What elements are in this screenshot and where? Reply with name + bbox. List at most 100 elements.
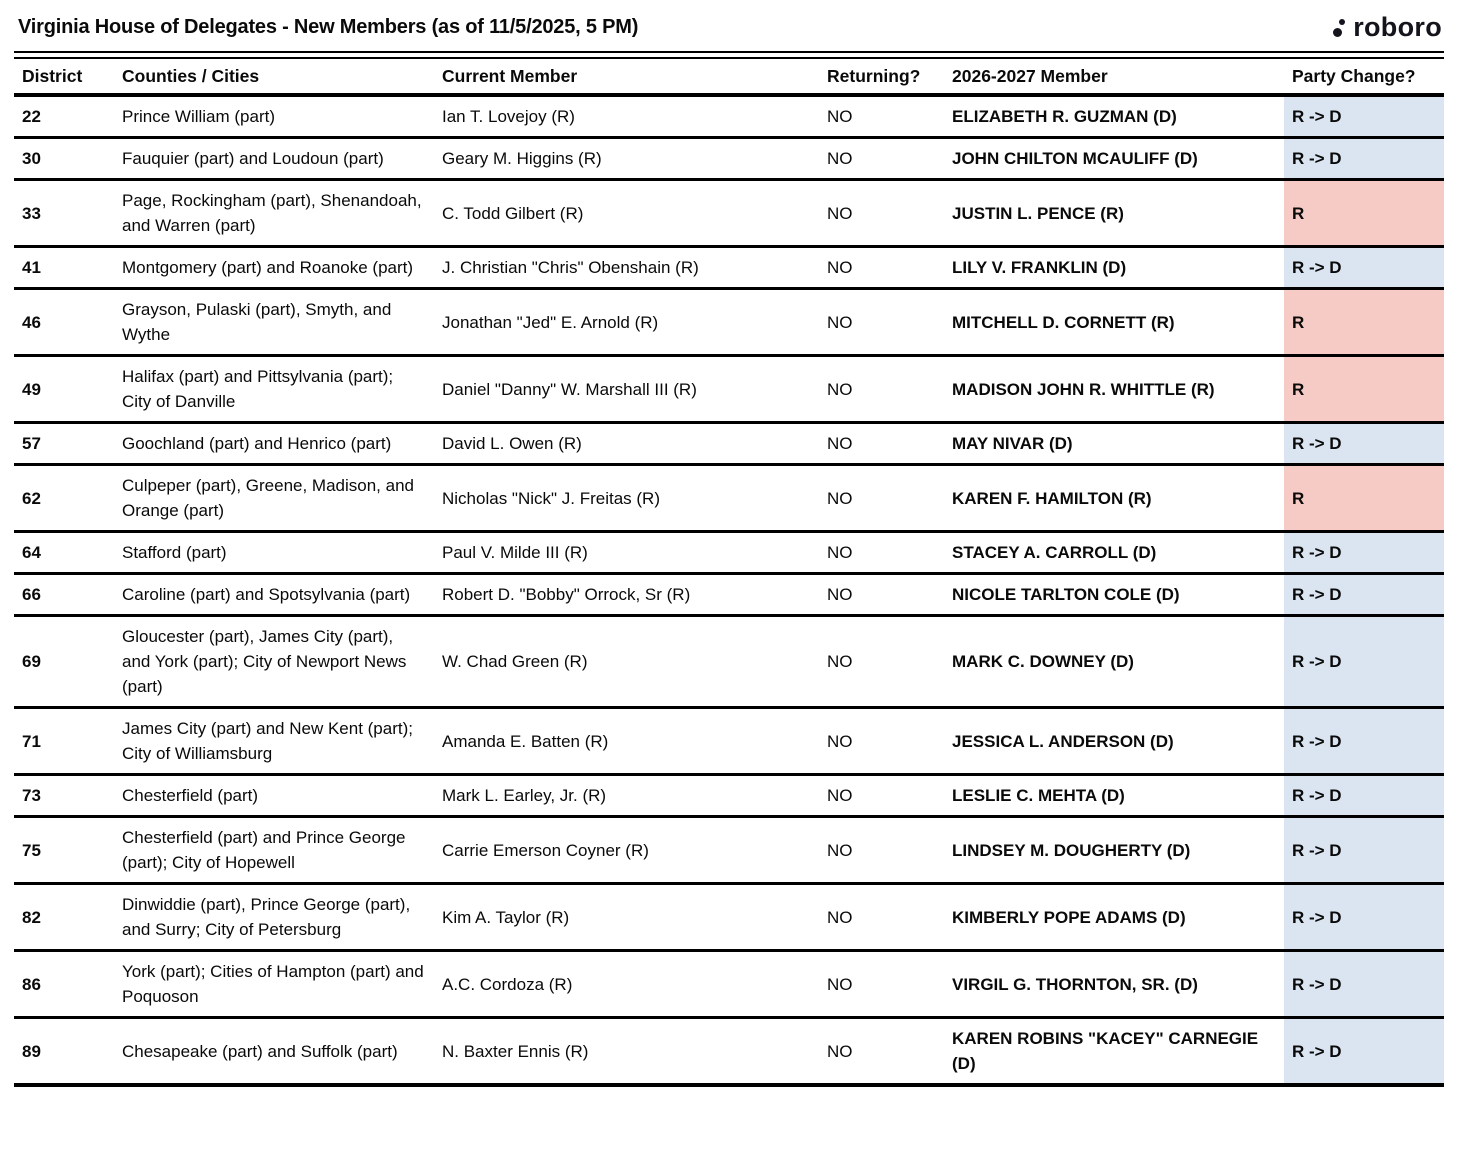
counties-cell: Caroline (part) and Spotsylvania (part) bbox=[122, 585, 411, 604]
col-header-current-member: Current Member bbox=[434, 59, 819, 97]
table-row: 75 Chesterfield (part) and Prince George… bbox=[14, 816, 1444, 884]
table-row: 62 Culpeper (part), Greene, Madison, and… bbox=[14, 464, 1444, 532]
party-change-cell: R -> D bbox=[1284, 531, 1444, 574]
members-table: District Counties / Cities Current Membe… bbox=[14, 59, 1444, 1087]
district-cell: 62 bbox=[22, 488, 41, 508]
returning-cell: NO bbox=[827, 379, 853, 399]
logo-dot-small bbox=[1339, 18, 1346, 25]
table-row: 22 Prince William (part) Ian T. Lovejoy … bbox=[14, 95, 1444, 138]
district-cell: 41 bbox=[22, 258, 41, 277]
returning-cell: NO bbox=[827, 585, 853, 604]
table-row: 57 Goochland (part) and Henrico (part) D… bbox=[14, 422, 1444, 465]
table-row: 66 Caroline (part) and Spotsylvania (par… bbox=[14, 573, 1444, 616]
returning-cell: NO bbox=[827, 974, 853, 994]
current-member-cell: David L. Owen (R) bbox=[442, 434, 582, 453]
current-member-cell: J. Christian "Chris" Obenshain (R) bbox=[442, 258, 699, 277]
new-member-cell: MAY NIVAR (D) bbox=[952, 434, 1073, 453]
returning-cell: NO bbox=[827, 258, 853, 277]
district-cell: 73 bbox=[22, 786, 41, 805]
current-member-cell: Carrie Emerson Coyner (R) bbox=[442, 840, 649, 860]
table-row: 86 York (part); Cities of Hampton (part)… bbox=[14, 950, 1444, 1018]
party-change-cell: R bbox=[1284, 464, 1444, 532]
current-member-cell: Amanda E. Batten (R) bbox=[442, 731, 609, 751]
returning-cell: NO bbox=[827, 434, 853, 453]
new-member-cell: KAREN F. HAMILTON (R) bbox=[952, 488, 1152, 508]
new-member-cell: LINDSEY M. DOUGHERTY (D) bbox=[952, 840, 1191, 860]
party-change-cell: R -> D bbox=[1284, 883, 1444, 951]
district-cell: 46 bbox=[22, 312, 41, 332]
counties-cell: Chesterfield (part) and Prince George (p… bbox=[122, 828, 406, 872]
table-row: 33 Page, Rockingham (part), Shenandoah, … bbox=[14, 179, 1444, 247]
counties-cell: Halifax (part) and Pittsylvania (part); … bbox=[122, 367, 394, 411]
counties-cell: Chesapeake (part) and Suffolk (part) bbox=[122, 1041, 398, 1061]
district-cell: 69 bbox=[22, 652, 41, 671]
party-change-cell: R -> D bbox=[1284, 774, 1444, 817]
logo-text: roboro bbox=[1353, 12, 1442, 42]
new-member-cell: STACEY A. CARROLL (D) bbox=[952, 543, 1157, 562]
district-cell: 86 bbox=[22, 974, 41, 994]
table-row: 30 Fauquier (part) and Loudoun (part) Ge… bbox=[14, 137, 1444, 180]
returning-cell: NO bbox=[827, 312, 853, 332]
counties-cell: Grayson, Pulaski (part), Smyth, and Wyth… bbox=[122, 300, 392, 344]
col-header-new-member: 2026-2027 Member bbox=[944, 59, 1284, 97]
returning-cell: NO bbox=[827, 107, 853, 126]
new-member-cell: LESLIE C. MEHTA (D) bbox=[952, 786, 1125, 805]
table-row: 69 Gloucester (part), James City (part),… bbox=[14, 615, 1444, 708]
party-change-cell: R -> D bbox=[1284, 1017, 1444, 1085]
party-change-cell: R -> D bbox=[1284, 137, 1444, 180]
page-title: Virginia House of Delegates - New Member… bbox=[18, 16, 639, 38]
current-member-cell: Ian T. Lovejoy (R) bbox=[442, 107, 575, 126]
roboro-logo-icon bbox=[1332, 15, 1346, 41]
returning-cell: NO bbox=[827, 488, 853, 508]
logo-dot-big bbox=[1333, 27, 1343, 37]
new-member-cell: MITCHELL D. CORNETT (R) bbox=[952, 312, 1175, 332]
col-header-party-change: Party Change? bbox=[1284, 59, 1444, 97]
current-member-cell: Nicholas "Nick" J. Freitas (R) bbox=[442, 488, 660, 508]
returning-cell: NO bbox=[827, 786, 853, 805]
returning-cell: NO bbox=[827, 840, 853, 860]
party-change-cell: R -> D bbox=[1284, 246, 1444, 289]
table-row: 89 Chesapeake (part) and Suffolk (part) … bbox=[14, 1017, 1444, 1085]
current-member-cell: Geary M. Higgins (R) bbox=[442, 149, 602, 168]
table-row: 82 Dinwiddie (part), Prince George (part… bbox=[14, 883, 1444, 951]
district-cell: 82 bbox=[22, 907, 41, 927]
returning-cell: NO bbox=[827, 203, 853, 223]
new-member-cell: KIMBERLY POPE ADAMS (D) bbox=[952, 907, 1186, 927]
new-member-cell: NICOLE TARLTON COLE (D) bbox=[952, 585, 1180, 604]
new-member-cell: MADISON JOHN R. WHITTLE (R) bbox=[952, 379, 1215, 399]
table-row: 73 Chesterfield (part) Mark L. Earley, J… bbox=[14, 774, 1444, 817]
page-header: Virginia House of Delegates - New Member… bbox=[14, 10, 1444, 51]
col-header-counties: Counties / Cities bbox=[114, 59, 434, 97]
title-divider bbox=[14, 51, 1444, 59]
new-member-cell: ELIZABETH R. GUZMAN (D) bbox=[952, 107, 1177, 126]
party-change-cell: R -> D bbox=[1284, 707, 1444, 775]
table-header: District Counties / Cities Current Membe… bbox=[14, 59, 1444, 97]
counties-cell: Fauquier (part) and Loudoun (part) bbox=[122, 149, 384, 168]
counties-cell: Page, Rockingham (part), Shenandoah, and… bbox=[122, 191, 422, 235]
party-change-cell: R bbox=[1284, 179, 1444, 247]
party-change-cell: R -> D bbox=[1284, 615, 1444, 708]
new-member-cell: LILY V. FRANKLIN (D) bbox=[952, 258, 1127, 277]
table-row: 41 Montgomery (part) and Roanoke (part) … bbox=[14, 246, 1444, 289]
counties-cell: Dinwiddie (part), Prince George (part), … bbox=[122, 895, 411, 939]
new-member-cell: JOHN CHILTON MCAULIFF (D) bbox=[952, 149, 1198, 168]
party-change-cell: R -> D bbox=[1284, 95, 1444, 138]
party-change-cell: R bbox=[1284, 355, 1444, 423]
new-member-cell: JESSICA L. ANDERSON (D) bbox=[952, 731, 1174, 751]
new-member-cell: KAREN ROBINS "KACEY" CARNEGIE (D) bbox=[952, 1029, 1259, 1073]
current-member-cell: Mark L. Earley, Jr. (R) bbox=[442, 786, 607, 805]
district-cell: 89 bbox=[22, 1041, 41, 1061]
current-member-cell: Robert D. "Bobby" Orrock, Sr (R) bbox=[442, 585, 691, 604]
col-header-district: District bbox=[14, 59, 114, 97]
table-body: 22 Prince William (part) Ian T. Lovejoy … bbox=[14, 95, 1444, 1085]
district-cell: 64 bbox=[22, 543, 41, 562]
party-change-cell: R -> D bbox=[1284, 573, 1444, 616]
counties-cell: Stafford (part) bbox=[122, 543, 227, 562]
party-change-cell: R -> D bbox=[1284, 422, 1444, 465]
current-member-cell: Jonathan "Jed" E. Arnold (R) bbox=[442, 312, 659, 332]
table-row: 49 Halifax (part) and Pittsylvania (part… bbox=[14, 355, 1444, 423]
district-cell: 71 bbox=[22, 731, 41, 751]
district-cell: 33 bbox=[22, 203, 41, 223]
district-cell: 75 bbox=[22, 840, 41, 860]
counties-cell: Goochland (part) and Henrico (part) bbox=[122, 434, 392, 453]
